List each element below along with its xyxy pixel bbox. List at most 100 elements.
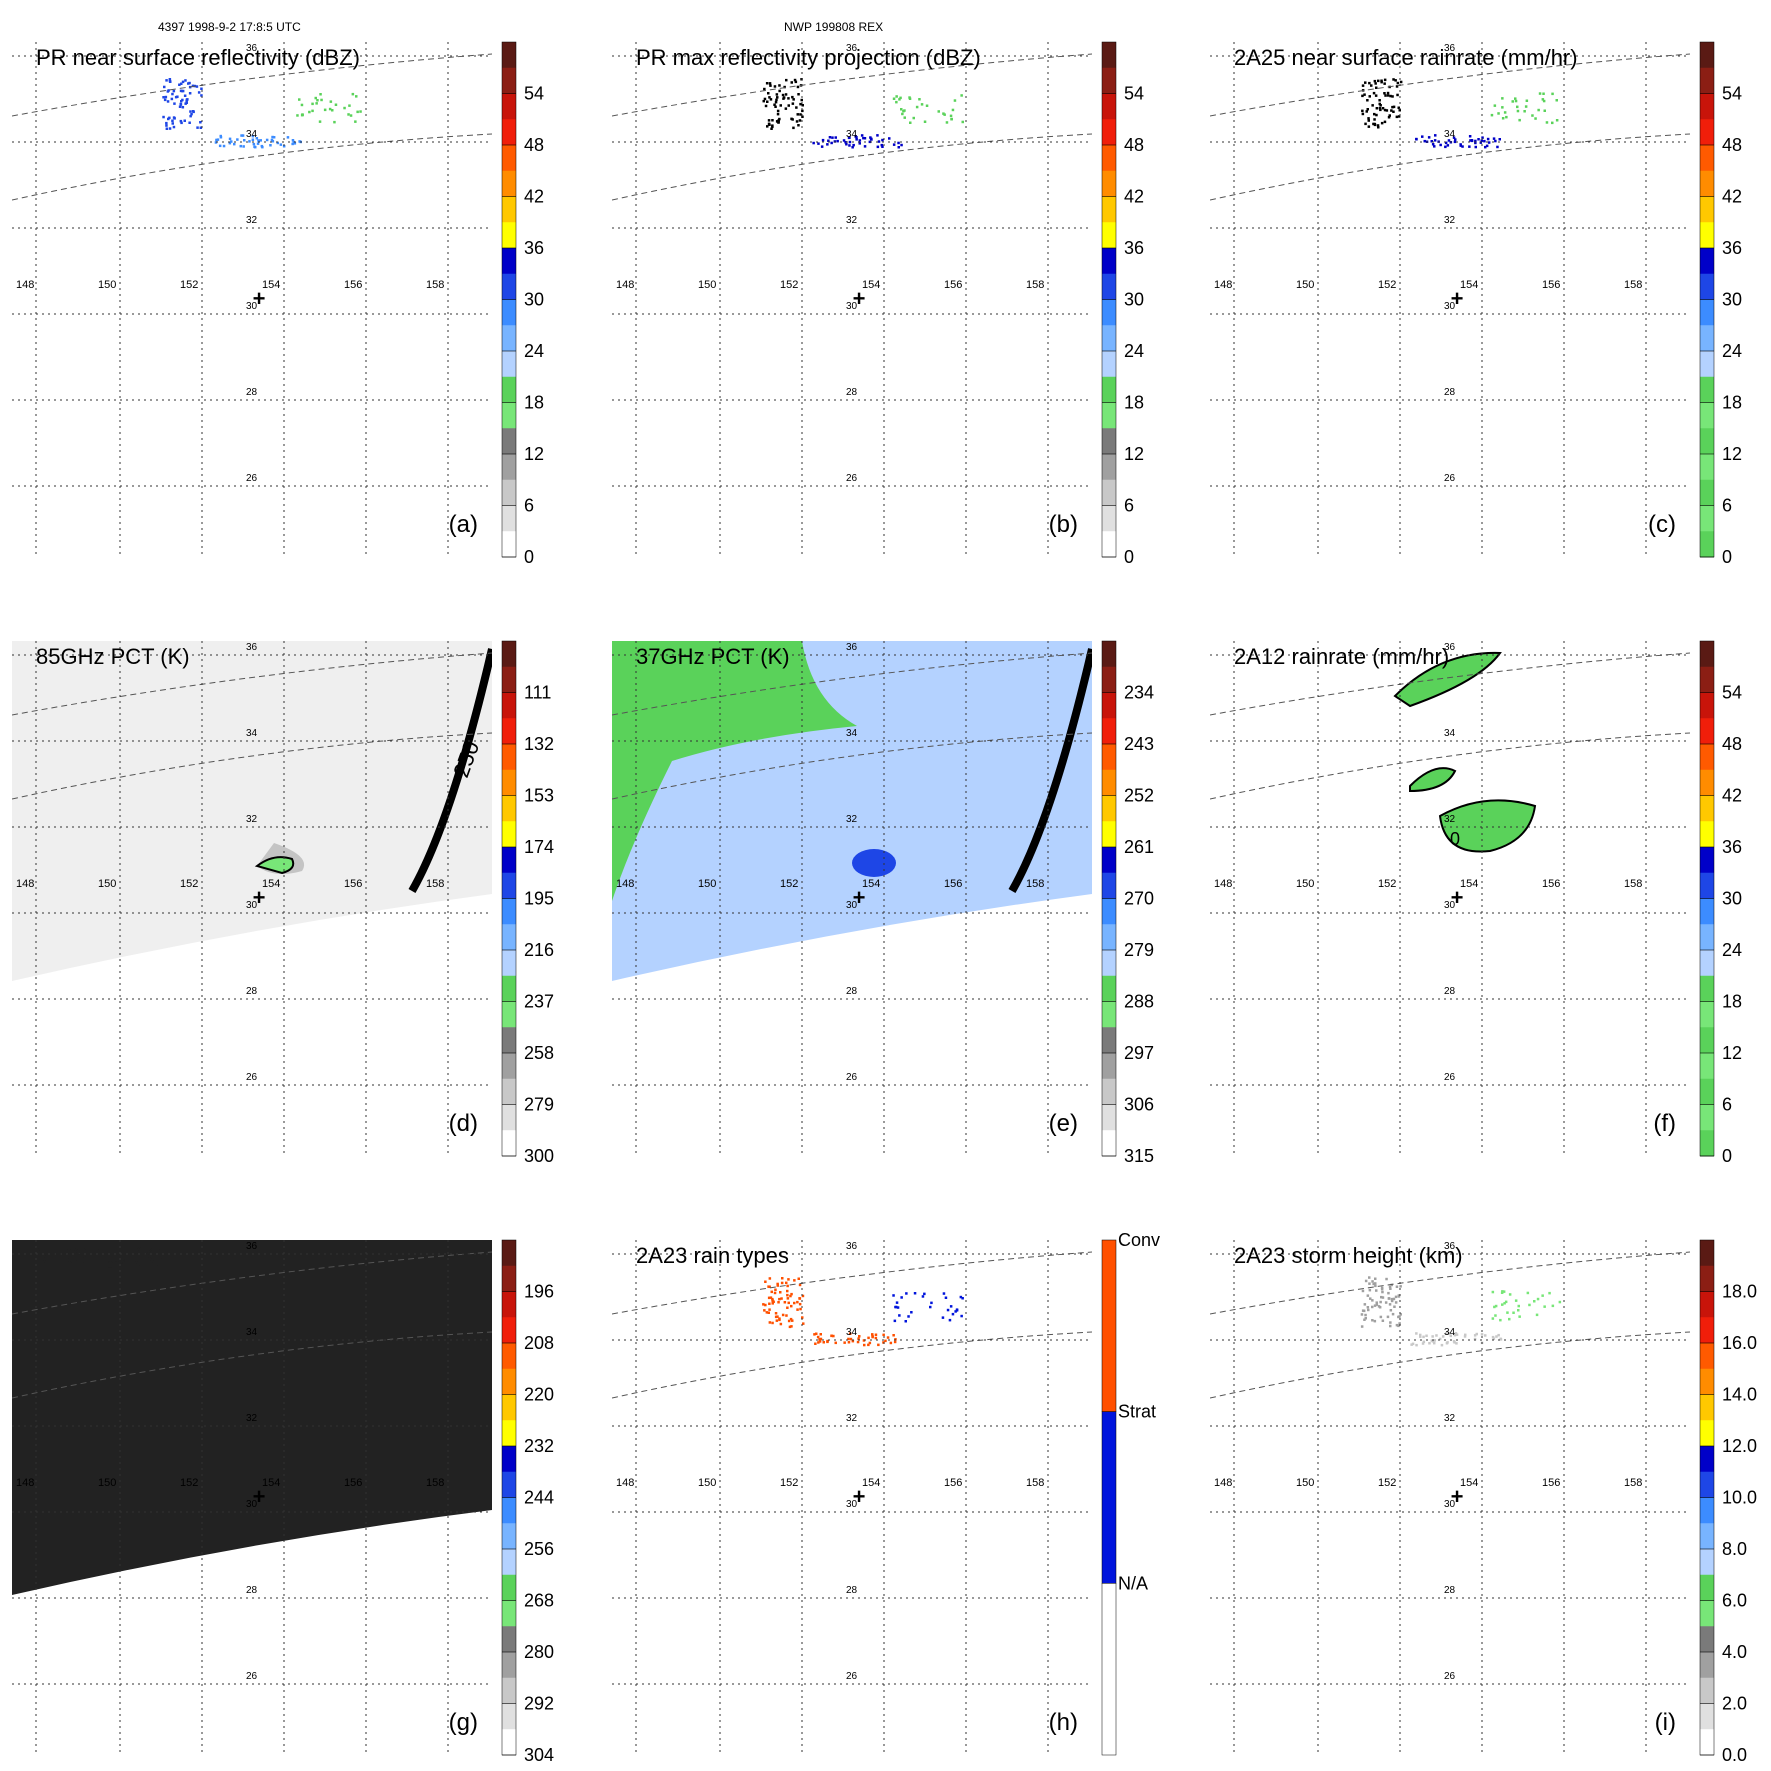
colorbar-segment <box>1102 872 1116 899</box>
echo-pixel <box>188 92 192 95</box>
echo-pixel <box>1441 1335 1445 1338</box>
colorbar-segment <box>1102 402 1116 429</box>
echo-pixel <box>819 1337 823 1341</box>
colorbar-segment <box>1700 1394 1714 1421</box>
echo-pixel <box>892 143 896 146</box>
colorbar-tick-label: 208 <box>524 1333 554 1353</box>
echo-pixel <box>1397 1294 1401 1297</box>
echo-pixel <box>852 143 855 147</box>
echo-pixel <box>790 1304 793 1308</box>
echo-pixel <box>1410 1343 1413 1346</box>
echo-pixel <box>168 127 172 130</box>
echo-pixel <box>1375 113 1378 117</box>
lon-label: 156 <box>1542 878 1560 890</box>
echo-pixel <box>792 98 795 101</box>
colorbar-tick-label: 2.0 <box>1722 1694 1747 1714</box>
echo-pixel <box>186 98 189 101</box>
lon-label: 156 <box>944 1477 962 1489</box>
echo-pixel <box>1498 138 1501 141</box>
lon-label: 148 <box>616 878 634 890</box>
echo-pixel <box>200 87 203 90</box>
echo-pixel <box>1493 104 1497 107</box>
colorbar-segment <box>1700 1703 1714 1730</box>
echo-pixel <box>799 102 802 106</box>
echo-pixel <box>775 1319 779 1322</box>
echo-pixel <box>778 1318 781 1322</box>
lon-label: 148 <box>1214 279 1232 291</box>
echo-pixel <box>1361 109 1364 113</box>
swath-edge-north <box>12 53 492 117</box>
echo-pixel <box>904 1320 907 1323</box>
panel-title: 2A23 rain types <box>636 1243 789 1268</box>
echo-pixel <box>794 80 798 84</box>
echo-pixel <box>776 1284 779 1287</box>
swath-edge-north <box>612 652 1092 716</box>
echo-pixel <box>1516 105 1519 109</box>
swath-edge-north <box>612 53 1092 117</box>
colorbar-tick-label: 196 <box>524 1282 554 1302</box>
lon-label: 158 <box>1624 1477 1642 1489</box>
colorbar-segment <box>502 950 516 977</box>
echo-pixel <box>801 104 804 107</box>
echo-pixel <box>181 98 184 102</box>
echo-pixel <box>1398 109 1401 112</box>
echo-pixel <box>764 1280 767 1283</box>
echo-pixel <box>1541 98 1545 101</box>
echo-pixel <box>1394 1295 1398 1299</box>
echo-pixel <box>167 117 170 121</box>
lon-label: 152 <box>180 1477 198 1489</box>
panel-content: 148 150 152 154 156 158 36 34 32 30 28 26 + <box>1210 42 1690 557</box>
echo-pixel <box>1361 112 1365 116</box>
echo-pixel <box>856 1340 860 1344</box>
swath-edge-north <box>12 652 492 716</box>
colorbar-segment <box>502 872 516 899</box>
colorbar-tick-label: 280 <box>524 1642 554 1662</box>
colorbar-segment <box>1102 351 1116 378</box>
echo-pixel <box>842 139 846 142</box>
echo-pixel <box>1514 97 1517 100</box>
echo-pixel <box>1455 1342 1458 1345</box>
colorbar-segment <box>502 898 516 925</box>
lon-label: 150 <box>698 878 716 890</box>
colorbar-tick-label: 30 <box>1722 290 1742 310</box>
echo-pixel <box>1378 106 1382 110</box>
echo-pixel <box>786 1289 789 1293</box>
echo-pixel <box>771 125 774 129</box>
swath-edge-north <box>12 1251 492 1315</box>
echo-pixel <box>1370 84 1373 87</box>
swath-edge-north <box>1210 652 1690 716</box>
colorbar-segment <box>1102 93 1116 120</box>
echo-pixel <box>334 103 338 106</box>
echo-pixel <box>1389 1321 1392 1324</box>
echo-pixel <box>1392 1297 1396 1301</box>
echo-pixel <box>1378 102 1381 106</box>
colorbar-tick-label: 0 <box>1722 1146 1732 1166</box>
colorbar-tick-label: 261 <box>1124 837 1154 857</box>
echo-pixel <box>1421 1342 1425 1345</box>
echo-pixel <box>1541 1294 1544 1297</box>
echo-pixel <box>830 141 833 145</box>
echo-pixel <box>162 115 165 119</box>
echo-pixel <box>895 100 898 104</box>
colorbar-segment <box>1102 950 1116 977</box>
echo-pixel <box>776 109 780 113</box>
colorbar-segment <box>1700 1626 1714 1653</box>
colorbar-tick-label: 0.0 <box>1722 1745 1747 1765</box>
echo-pixel <box>844 141 847 144</box>
echo-pixel <box>768 1321 772 1324</box>
echo-pixel <box>343 106 346 110</box>
echo-pixel <box>820 145 824 148</box>
colorbar-segment <box>1700 1523 1714 1550</box>
echo-pixel <box>788 1325 792 1329</box>
colorbar-segment <box>502 1497 516 1524</box>
echo-pixel <box>1454 1332 1458 1335</box>
echo-pixel <box>1430 140 1433 143</box>
echo-pixel <box>923 1292 926 1296</box>
echo-pixel <box>1388 114 1391 117</box>
echo-pixel <box>1379 108 1382 112</box>
echo-pixel <box>1537 108 1540 112</box>
echo-pixel <box>1386 91 1390 95</box>
colorbar-segment <box>1102 248 1116 275</box>
colorbar-segment <box>502 505 516 532</box>
